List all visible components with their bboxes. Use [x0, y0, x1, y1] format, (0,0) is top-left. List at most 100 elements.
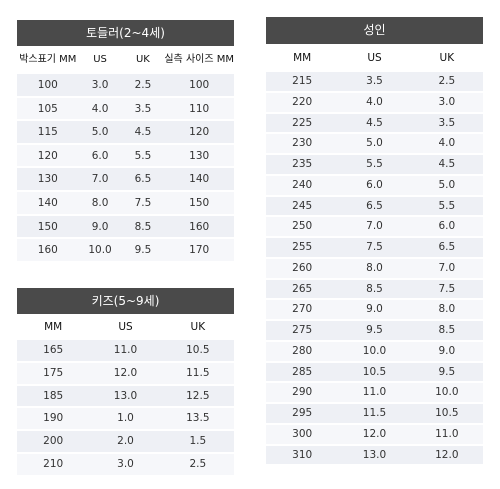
table-row: 230 5.0 4.0 — [266, 134, 483, 155]
table-row: 295 11.5 10.5 — [266, 404, 483, 425]
table-cell: 5.0 — [91, 126, 109, 139]
table-row: 255 7.5 6.5 — [266, 238, 483, 259]
table-cell: 2.5 — [189, 457, 207, 470]
table-cell: 260 — [292, 261, 313, 274]
table-row: 240 6.0 5.0 — [266, 175, 483, 197]
table-cell: 270 — [292, 303, 313, 316]
table-cell: 7.0 — [91, 173, 109, 186]
table-cell: 7.0 — [366, 220, 383, 233]
table-cell: 11.0 — [113, 344, 138, 356]
table-cell: 7.5 — [438, 282, 456, 295]
table-cell: 1.5 — [189, 435, 207, 448]
table-row: 275 9.5 8.5 — [266, 321, 483, 342]
table-cell: 105 — [37, 102, 58, 115]
table-cell: 6.0 — [438, 220, 456, 233]
table-cell: 130 — [189, 149, 210, 162]
table-row: 200 2.0 1.5 — [17, 431, 234, 454]
table-cell: 5.0 — [366, 137, 383, 150]
table-row: 265 8.5 7.5 — [266, 279, 483, 301]
table-cell: 12.0 — [113, 366, 138, 379]
table-cell: 2.5 — [134, 79, 152, 91]
toddler-table-header: 박스표기 MM US UK 실측 사이즈 MM — [17, 46, 234, 74]
table-row: 290 11.0 10.0 — [266, 383, 483, 404]
table-cell: 110 — [189, 102, 210, 115]
table-cell: 120 — [37, 149, 58, 162]
table-row: 190 1.0 13.5 — [17, 408, 234, 432]
table-cell: 140 — [37, 196, 58, 209]
table-cell: 1.0 — [117, 412, 134, 425]
table-cell: 100 — [189, 79, 210, 91]
table-cell: 8.0 — [366, 261, 383, 274]
table-cell: 9.5 — [134, 244, 152, 257]
header-us: US — [367, 52, 382, 64]
table-row: 130 7.0 6.5 140 — [17, 168, 234, 192]
table-cell: 210 — [43, 457, 64, 470]
kids-table-title: 키즈(5~9세) — [17, 288, 234, 314]
table-cell: 8.0 — [438, 303, 456, 316]
table-cell: 13.0 — [362, 448, 387, 461]
table-cell: 140 — [189, 173, 210, 186]
table-cell: 3.0 — [438, 95, 456, 108]
table-cell: 8.5 — [438, 324, 456, 336]
table-cell: 6.5 — [438, 241, 456, 253]
table-row: 235 5.5 4.5 — [266, 155, 483, 176]
table-cell: 150 — [189, 196, 210, 209]
table-cell: 190 — [43, 412, 64, 425]
table-cell: 5.5 — [134, 149, 152, 162]
table-cell: 6.0 — [366, 178, 383, 191]
table-cell: 10.5 — [435, 407, 459, 419]
table-row: 185 13.0 12.5 — [17, 385, 234, 409]
table-cell: 4.0 — [366, 95, 383, 108]
table-cell: 160 — [189, 220, 210, 233]
table-cell: 165 — [43, 344, 64, 356]
table-cell: 3.0 — [117, 457, 134, 470]
adult-size-table: 성인 MM US UK 215 3.5 2.5 220 4.0 3.0 225 4.5 3.5 2… — [266, 17, 483, 467]
table-row: 225 4.5 3.5 — [266, 113, 483, 135]
table-cell: 10.0 — [362, 344, 387, 357]
table-cell: 12.0 — [435, 448, 459, 461]
table-cell: 4.0 — [91, 102, 109, 115]
header-us: US — [118, 321, 133, 333]
kids-table-header: MM US UK — [17, 314, 234, 340]
table-cell: 130 — [37, 173, 58, 186]
table-cell: 230 — [292, 137, 313, 150]
table-cell: 220 — [292, 95, 313, 108]
header-uk: UK — [190, 321, 206, 333]
table-cell: 11.0 — [362, 386, 387, 399]
table-cell: 265 — [292, 282, 313, 295]
table-cell: 245 — [292, 199, 313, 212]
table-cell: 9.5 — [438, 365, 456, 378]
table-cell: 240 — [292, 178, 313, 191]
table-cell: 250 — [292, 220, 313, 233]
header-box-mm: 박스표기 MM — [19, 54, 77, 65]
table-cell: 10.5 — [362, 365, 387, 378]
table-cell: 4.5 — [366, 116, 383, 129]
table-cell: 280 — [292, 344, 313, 357]
table-cell: 3.5 — [134, 102, 152, 115]
table-cell: 3.5 — [366, 75, 383, 87]
table-cell: 285 — [292, 365, 313, 378]
table-row: 140 8.0 7.5 150 — [17, 191, 234, 216]
table-row: 165 11.0 10.5 — [17, 340, 234, 363]
table-cell: 7.5 — [134, 196, 152, 209]
table-cell: 6.0 — [91, 149, 109, 162]
table-cell: 150 — [37, 220, 58, 233]
header-us: US — [93, 54, 107, 65]
table-cell: 10.0 — [88, 244, 112, 257]
table-cell: 310 — [292, 448, 313, 461]
table-cell: 3.0 — [91, 79, 109, 91]
table-row: 105 4.0 3.5 110 — [17, 97, 234, 122]
kids-size-table: 키즈(5~9세) MM US UK 165 11.0 10.5 175 12.0 11.5… — [17, 288, 234, 477]
adult-table-header: MM US UK — [266, 44, 483, 72]
table-cell: 4.5 — [134, 126, 152, 139]
table-cell: 7.0 — [438, 261, 456, 274]
table-cell: 10.0 — [435, 386, 459, 399]
header-uk: UK — [135, 54, 150, 65]
kids-table-body: 165 11.0 10.5 175 12.0 11.5 185 13.0 12.5 190 1.0 1… — [17, 340, 234, 477]
table-row: 270 9.0 8.0 — [266, 300, 483, 321]
table-cell: 5.5 — [366, 158, 383, 170]
table-row: 280 10.0 9.0 — [266, 341, 483, 363]
table-cell: 175 — [43, 366, 64, 379]
table-cell: 200 — [43, 435, 64, 448]
table-cell: 2.0 — [117, 435, 134, 448]
